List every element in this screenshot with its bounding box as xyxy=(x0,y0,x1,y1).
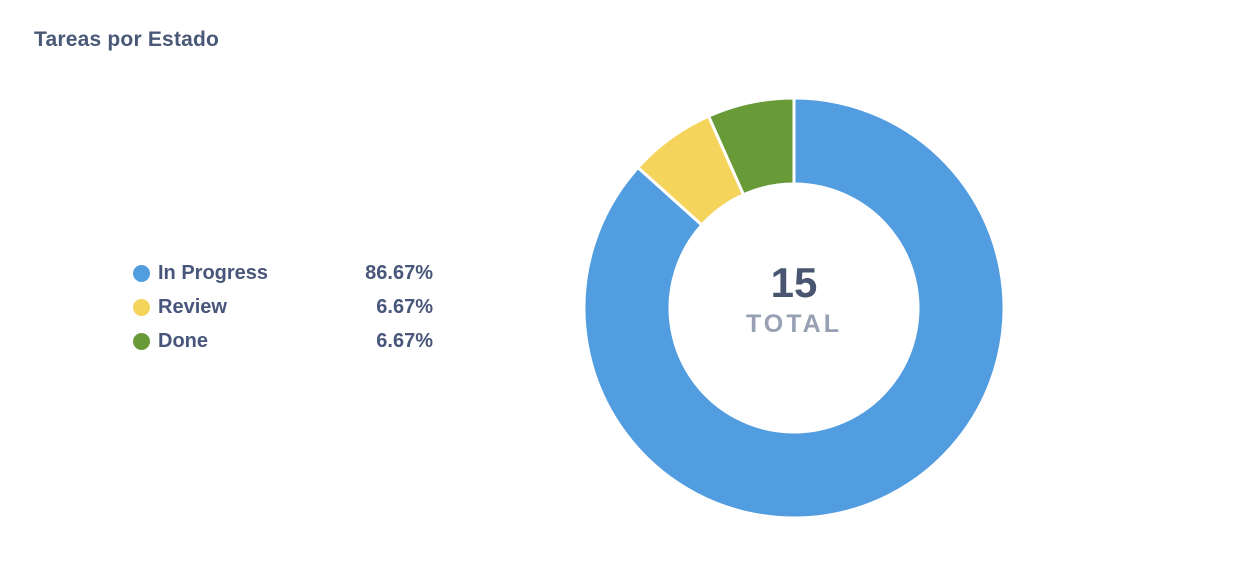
donut-slice-in-progress[interactable] xyxy=(582,96,1006,520)
legend-percent: 6.67% xyxy=(376,329,433,352)
donut-slice-done[interactable] xyxy=(707,96,796,197)
legend-dot-icon xyxy=(133,332,150,350)
chart-title: Tareas por Estado xyxy=(34,28,220,51)
legend-dot-icon xyxy=(133,298,150,316)
legend-percent: 86.67% xyxy=(365,261,433,284)
legend-item[interactable]: Done 6.67% xyxy=(133,324,433,358)
legend-item[interactable]: In Progress 86.67% xyxy=(133,256,433,290)
legend-percent: 6.67% xyxy=(376,295,433,318)
donut-chart: 15 TOTAL xyxy=(582,96,1006,520)
donut-svg xyxy=(582,96,1006,520)
legend: In Progress 86.67% Review 6.67% Done 6.67% xyxy=(133,256,433,358)
legend-item[interactable]: Review 6.67% xyxy=(133,290,433,324)
legend-label: Review xyxy=(158,295,227,318)
legend-label: In Progress xyxy=(158,261,269,284)
legend-label: Done xyxy=(158,329,208,352)
legend-dot-icon xyxy=(133,264,150,282)
